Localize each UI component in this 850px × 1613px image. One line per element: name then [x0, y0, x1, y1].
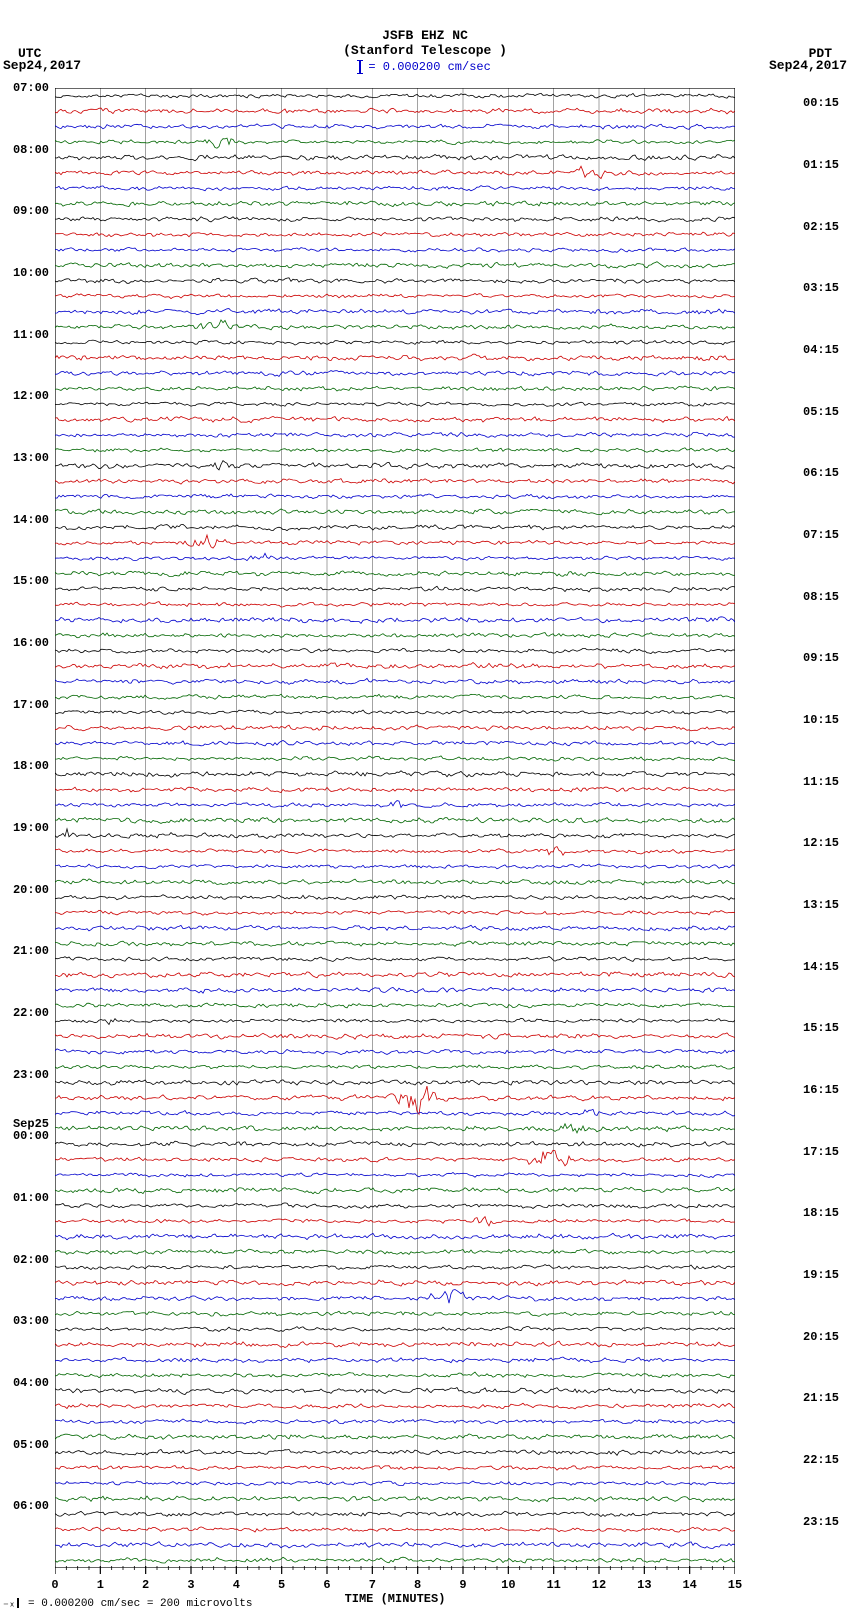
utc-hour-label: 04:00 [0, 1377, 49, 1389]
date-left-label: Sep24,2017 [3, 58, 81, 73]
utc-hour-label: 03:00 [0, 1315, 49, 1327]
day-split-label: Sep25 [0, 1118, 49, 1130]
date-right-label: Sep24,2017 [769, 58, 847, 73]
utc-hour-label: 23:00 [0, 1069, 49, 1081]
x-tick-label: 6 [323, 1578, 330, 1592]
x-tick-label: 13 [637, 1578, 651, 1592]
pdt-hour-label: 05:15 [803, 406, 850, 418]
pdt-hour-label: 03:15 [803, 282, 850, 294]
pdt-hour-label: 22:15 [803, 1454, 850, 1466]
x-tick-label: 3 [187, 1578, 194, 1592]
pdt-hour-label: 01:15 [803, 159, 850, 171]
chart-header: JSFB EHZ NC (Stanford Telescope ) [0, 0, 850, 58]
pdt-hour-label: 14:15 [803, 961, 850, 973]
utc-hour-label: 20:00 [0, 884, 49, 896]
x-tick-label: 0 [51, 1578, 58, 1592]
footer-suffix: 200 microvolts [160, 1598, 252, 1610]
utc-hour-label: 08:00 [0, 144, 49, 156]
scale-indicator: = 0.000200 cm/sec [0, 60, 850, 74]
pdt-hour-label: 19:15 [803, 1269, 850, 1281]
x-tick-label: 12 [592, 1578, 606, 1592]
utc-hour-label: 15:00 [0, 575, 49, 587]
utc-hour-label: 21:00 [0, 945, 49, 957]
x-tick-label: 2 [142, 1578, 149, 1592]
x-tick-label: 15 [728, 1578, 742, 1592]
footer-prefix: = 0.000200 cm/sec = [21, 1598, 160, 1610]
pdt-hour-label: 16:15 [803, 1084, 850, 1096]
utc-hour-label: 11:00 [0, 329, 49, 341]
x-tick-label: 14 [682, 1578, 696, 1592]
utc-hour-label: 22:00 [0, 1007, 49, 1019]
utc-hour-label: 09:00 [0, 205, 49, 217]
pdt-hour-label: 08:15 [803, 591, 850, 603]
pdt-hour-label: 21:15 [803, 1392, 850, 1404]
pdt-hour-label: 02:15 [803, 221, 850, 233]
pdt-hour-label: 04:15 [803, 344, 850, 356]
x-axis: TIME (MINUTES) 0123456789101112131415 [55, 1568, 735, 1598]
x-tick-label: 1 [97, 1578, 104, 1592]
scale-text: = 0.000200 cm/sec [361, 60, 491, 74]
utc-hour-label: 01:00 [0, 1192, 49, 1204]
utc-hour-label: 17:00 [0, 699, 49, 711]
pdt-hour-label: 12:15 [803, 837, 850, 849]
utc-hour-label: 00:00 [0, 1130, 49, 1142]
utc-hour-label: 10:00 [0, 267, 49, 279]
x-tick-label: 5 [278, 1578, 285, 1592]
utc-hour-labels: 07:0008:0009:0010:0011:0012:0013:0014:00… [0, 88, 52, 1568]
pdt-hour-label: 06:15 [803, 467, 850, 479]
x-tick-label: 9 [459, 1578, 466, 1592]
pdt-hour-labels: 00:15 01:15 02:15 03:15 04:15 05:15 06:15 07:15… [800, 88, 850, 1568]
utc-hour-label: 06:00 [0, 1500, 49, 1512]
x-tick-label: 11 [546, 1578, 560, 1592]
x-tick-label: 10 [501, 1578, 515, 1592]
utc-hour-label: 16:00 [0, 637, 49, 649]
pdt-hour-label: 13:15 [803, 899, 850, 911]
x-tick-label: 8 [414, 1578, 421, 1592]
utc-hour-label: 14:00 [0, 514, 49, 526]
pdt-hour-label: 10:15 [803, 714, 850, 726]
utc-hour-label: 18:00 [0, 760, 49, 772]
pdt-hour-label: 17:15 [803, 1146, 850, 1158]
utc-hour-label: 12:00 [0, 390, 49, 402]
utc-hour-label: 07:00 [0, 82, 49, 94]
station-name: (Stanford Telescope ) [0, 43, 850, 58]
utc-hour-label: 02:00 [0, 1254, 49, 1266]
station-id: JSFB EHZ NC [0, 28, 850, 43]
pdt-hour-label: 07:15 [803, 529, 850, 541]
pdt-hour-label: 09:15 [803, 652, 850, 664]
helicorder-plot [55, 88, 735, 1568]
utc-hour-label: 19:00 [0, 822, 49, 834]
x-tick-label: 4 [233, 1578, 240, 1592]
utc-hour-label: 05:00 [0, 1439, 49, 1451]
pdt-hour-label: 20:15 [803, 1331, 850, 1343]
pdt-hour-label: 11:15 [803, 776, 850, 788]
pdt-hour-label: 15:15 [803, 1022, 850, 1034]
x-tick-label: 7 [369, 1578, 376, 1592]
pdt-hour-label: 23:15 [803, 1516, 850, 1528]
footer-scale: ₋ₓ = 0.000200 cm/sec = 200 microvolts [3, 1596, 252, 1610]
utc-hour-label: 13:00 [0, 452, 49, 464]
pdt-hour-label: 18:15 [803, 1207, 850, 1219]
pdt-hour-label: 00:15 [803, 97, 850, 109]
